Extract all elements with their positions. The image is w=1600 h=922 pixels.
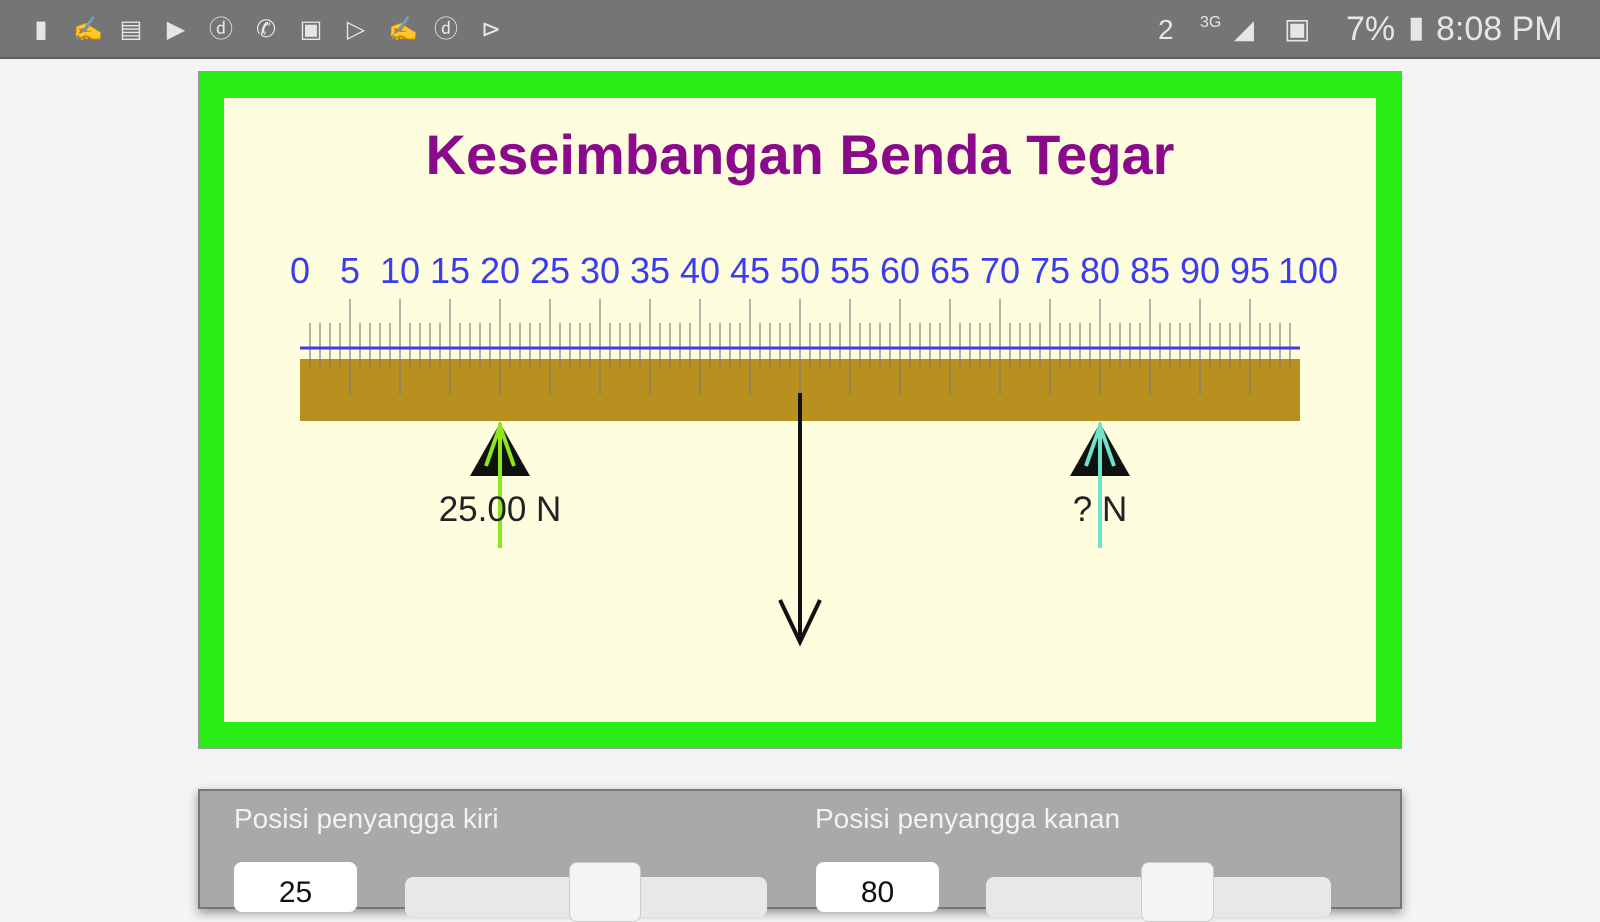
scale-label: 50 [779, 250, 821, 291]
status-bar: ▮ ✍ ▤ ▶ ⓓ ✆ ▣ ▷ ✍ ⓓ ⊳ 2 3G ◢ ▣ 7% ▮ 8:08 PM [0, 0, 1600, 59]
youtube-icon: ▶ [166, 16, 186, 43]
gesture-icon: ✍ [388, 16, 418, 43]
scale-label: 70 [979, 250, 1021, 291]
scale-label: 45 [729, 250, 771, 291]
left-slider-thumb[interactable] [569, 862, 641, 922]
scale-label: 55 [829, 250, 871, 291]
scale-label: 25 [529, 250, 571, 291]
clipboard-icon: ▤ [119, 16, 143, 43]
gesture-icon: ✍ [73, 16, 103, 43]
left-support-arrowhead [484, 419, 516, 467]
left-force-label: 25.00 N [438, 490, 562, 529]
play-store-icon: ▷ [346, 16, 366, 43]
scale-label: 85 [1129, 250, 1171, 291]
scale-label: 80 [1079, 250, 1121, 291]
scale-label: 35 [629, 250, 671, 291]
left-position-input[interactable]: 25 [234, 862, 357, 912]
scale-label: 15 [429, 250, 471, 291]
scale-label: 5 [339, 250, 361, 291]
gallery-icon: ▣ [299, 16, 323, 43]
scale-label: 90 [1179, 250, 1221, 291]
right-slider-thumb[interactable] [1141, 862, 1214, 922]
clock: 8:08 PM [1436, 10, 1563, 48]
beam-diagram [300, 299, 1300, 647]
weight-arrowhead [778, 599, 822, 647]
right-support-label: Posisi penyangga kanan [815, 803, 1121, 834]
battery-percent: 7% [1346, 10, 1396, 48]
signal-box-icon: ▣ [1284, 13, 1311, 44]
d-app-icon: ⓓ [209, 16, 233, 43]
alert-icon: ▮ [34, 16, 48, 43]
scale-label: 10 [379, 250, 421, 291]
sim-indicator: 2 [1158, 14, 1174, 45]
scale-label: 65 [929, 250, 971, 291]
page-title: Keseimbangan Benda Tegar [425, 123, 1175, 186]
scale-label: 75 [1029, 250, 1071, 291]
flipboard-icon: ⊳ [480, 16, 502, 43]
scale-label: 0 [289, 250, 311, 291]
right-support-arrowhead [1084, 419, 1116, 467]
scale-label: 60 [879, 250, 921, 291]
scale-label: 40 [679, 250, 721, 291]
d-app-icon: ⓓ [434, 16, 458, 43]
scale-label: 30 [579, 250, 621, 291]
right-position-input[interactable]: 80 [816, 862, 939, 912]
left-support-label: Posisi penyangga kiri [234, 803, 499, 834]
scale-label: 95 [1229, 250, 1271, 291]
scale-label: 100 [1277, 250, 1339, 291]
scale-label: 20 [479, 250, 521, 291]
right-force-label: ? N [1072, 490, 1128, 529]
whatsapp-icon: ✆ [255, 16, 277, 43]
signal-icon: ◢ [1234, 14, 1254, 44]
battery-icon: ▮ [1408, 11, 1425, 44]
network-type: 3G [1200, 14, 1222, 31]
